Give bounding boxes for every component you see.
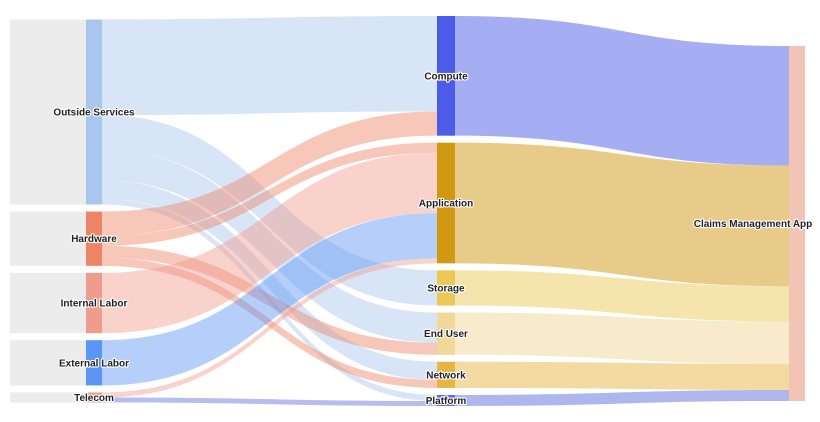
link-telecom-to-application[interactable] [102,258,437,398]
node-internal[interactable] [86,272,102,334]
node-label-outside: Outside Services [53,108,135,119]
link-outside-to-storage[interactable] [102,115,437,306]
link-outside-to-network[interactable] [102,192,437,380]
node-application[interactable] [437,142,455,264]
node-storage[interactable] [437,270,455,306]
link-application-to-claims[interactable] [455,142,789,287]
node-compute[interactable] [437,16,455,136]
node-label-claims: Claims Management App [694,219,813,230]
node-enduser[interactable] [437,312,455,355]
link-platform-to-claims[interactable] [455,389,789,406]
node-label-enduser: End User [424,329,468,340]
node-label-telecom: Telecom [74,393,114,404]
link-storage-to-claims[interactable] [455,270,789,322]
link-external-to-application[interactable] [102,213,437,386]
link-hardware-to-compute[interactable] [102,111,437,236]
node-telecom[interactable] [86,392,102,403]
links [102,16,789,406]
node-label-platform: Platform [426,396,467,407]
node-network[interactable] [437,361,455,388]
link-outside-to-enduser[interactable] [102,150,437,343]
node-claims[interactable] [789,46,805,401]
node-label-compute: Compute [424,71,468,82]
node-label-network: Network [426,370,466,381]
link-outside-to-platform[interactable] [102,198,437,401]
link-outside-to-network[interactable] [102,180,437,374]
labels: Outside Services Hardware Internal Labor Ex… [52,70,813,408]
link-enduser-to-claims[interactable] [455,312,789,364]
node-hardware[interactable] [86,211,102,266]
link-telecom-to-platform[interactable] [102,397,437,406]
node-label-hardware: Hardware [71,234,117,245]
node-label-external: External Labor [59,358,129,369]
source-band-telecom [10,392,102,403]
link-hardware-to-application[interactable] [102,142,437,246]
node-label-storage: Storage [427,283,465,294]
node-label-application: Application [419,199,473,210]
link-compute-to-claims[interactable] [455,16,789,166]
link-internal-to-application[interactable] [102,152,437,334]
node-label-internal: Internal Labor [61,299,128,310]
node-external[interactable] [86,340,102,386]
link-hardware-to-enduser[interactable] [102,245,437,355]
node-outside[interactable] [86,19,102,205]
node-platform[interactable] [437,394,455,406]
link-hardware-to-network[interactable] [102,257,437,388]
link-outside-to-compute[interactable] [102,16,437,116]
link-network-to-claims[interactable] [455,361,789,390]
nodes [86,16,805,406]
